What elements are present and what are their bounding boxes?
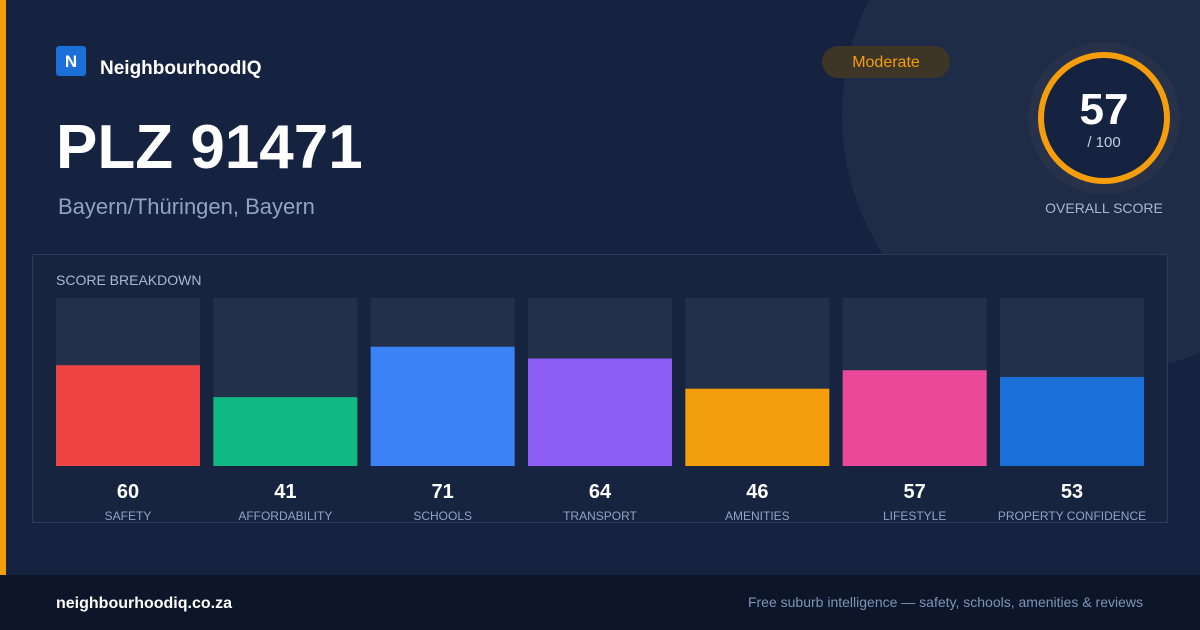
value-label: 60 <box>117 481 139 503</box>
value-label: 64 <box>589 481 612 503</box>
bar <box>1000 376 1144 466</box>
chart-title: SCORE BREAKDOWN <box>56 272 201 288</box>
badge <box>822 46 950 78</box>
score-max: / 100 <box>1087 134 1120 151</box>
bar <box>213 397 358 466</box>
value-label: 41 <box>274 481 296 503</box>
subtitle: Bayern/Thüringen, Bayern <box>58 194 315 219</box>
badge-text: Moderate <box>852 54 920 71</box>
category-label: PROPERTY CONFIDENCE <box>998 509 1146 523</box>
category-label: AMENITIES <box>725 509 790 523</box>
logo-letter: N <box>65 52 77 71</box>
bar <box>842 370 987 466</box>
bars: 60 SAFETY 41 AFFORDABILITY 71 SCHOOLS 64 TRANSP… <box>56 298 1146 523</box>
category-label: SCHOOLS <box>413 509 472 523</box>
bar <box>685 388 830 466</box>
footer-tagline: Free suburb intelligence — safety, schoo… <box>748 594 1143 610</box>
score-label: OVERALL SCORE <box>1045 200 1163 216</box>
accent-stripe <box>0 0 6 575</box>
score-value: 57 <box>1080 85 1129 134</box>
brand-name: NeighbourhoodIQ <box>100 58 261 79</box>
logo <box>56 46 86 76</box>
gauge-ring <box>1038 52 1170 184</box>
title: PLZ 91471 <box>56 113 363 182</box>
bar <box>528 358 672 466</box>
category-label: AFFORDABILITY <box>238 509 332 523</box>
value-label: 71 <box>432 481 454 503</box>
footer <box>0 575 1200 630</box>
value-label: 57 <box>904 481 926 503</box>
category-label: LIFESTYLE <box>883 509 946 523</box>
value-label: 53 <box>1061 481 1083 503</box>
footer-site: neighbourhoodiq.co.za <box>56 595 232 612</box>
bar <box>370 346 515 466</box>
bar <box>56 365 200 466</box>
category-label: SAFETY <box>105 509 152 523</box>
category-label: TRANSPORT <box>563 509 637 523</box>
value-label: 46 <box>746 481 768 503</box>
